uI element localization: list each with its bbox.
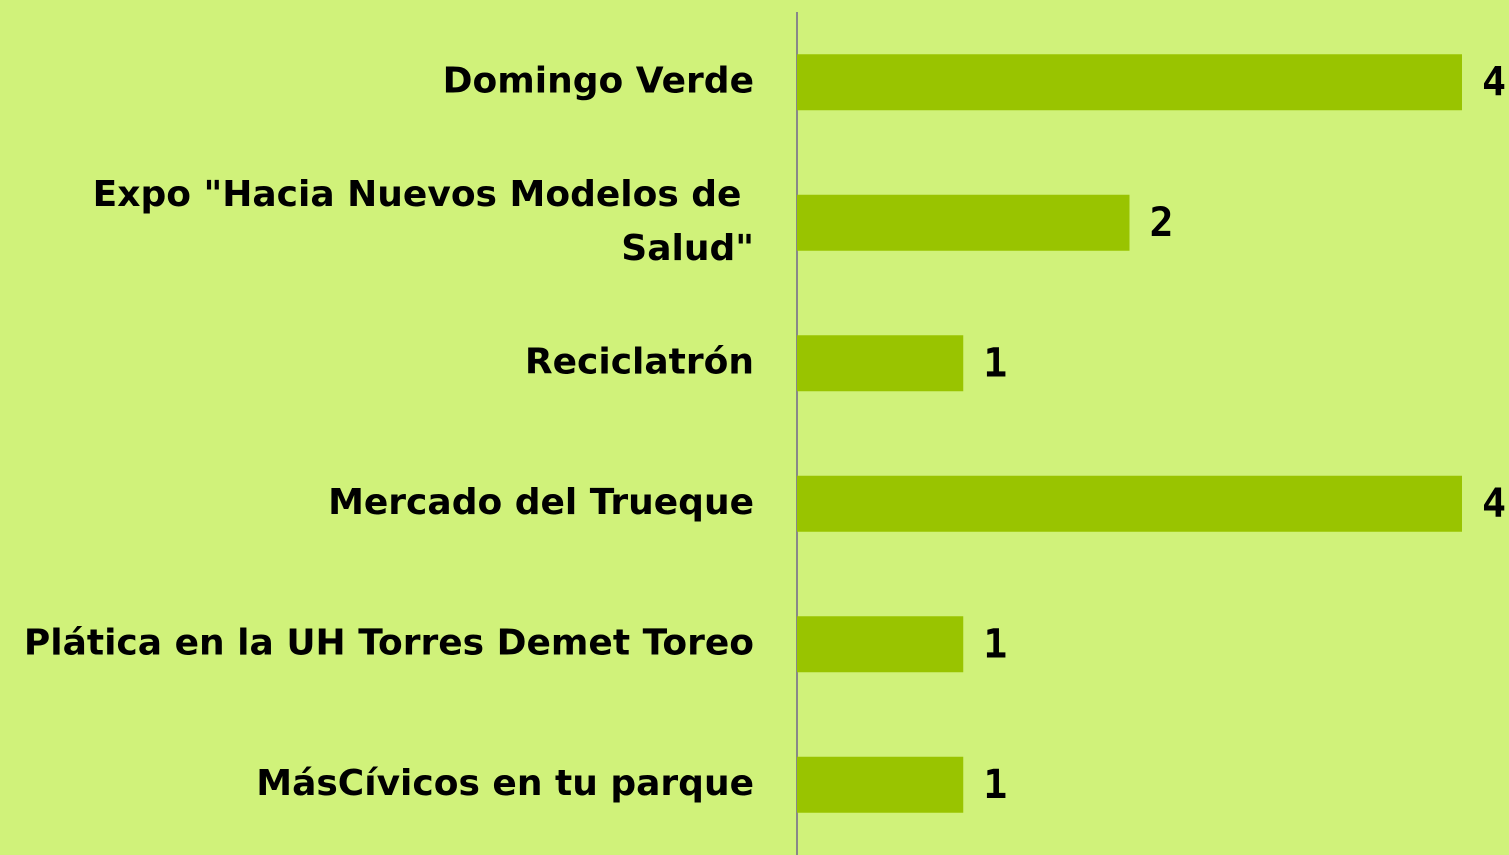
bar [797,475,1462,532]
value-label: 1 [983,621,1007,667]
value-label: 1 [983,340,1007,386]
category-label: Expo "Hacia Nuevos Modelos de Salud" [93,174,754,269]
category-label: Domingo Verde [443,60,754,101]
bar [797,616,964,673]
value-label: 4 [1482,481,1506,527]
category-label: Mercado del Trueque [328,482,754,523]
value-label: 4 [1482,59,1506,105]
category-label: Reciclatrón [525,341,754,382]
bar [797,335,964,392]
bar [797,756,964,813]
category-label: MásCívicos en tu parque [256,763,754,804]
category-label: Plática en la UH Torres Demet Toreo [24,622,754,663]
bar [797,54,1462,111]
value-label: 1 [983,762,1007,808]
bar [797,194,1130,251]
value-label: 2 [1150,200,1174,246]
